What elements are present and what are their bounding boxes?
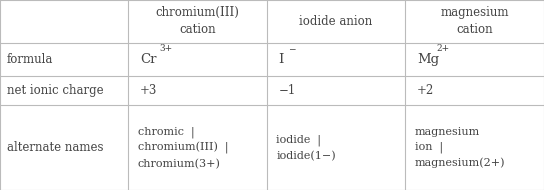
- Text: iodide anion: iodide anion: [299, 15, 373, 28]
- Text: 2+: 2+: [437, 44, 450, 53]
- Text: +2: +2: [417, 84, 435, 97]
- Text: −: −: [288, 44, 296, 53]
- Text: +3: +3: [140, 84, 157, 97]
- Text: 3+: 3+: [159, 44, 172, 53]
- Text: magnesium
ion  |
magnesium(2+): magnesium ion | magnesium(2+): [415, 127, 505, 168]
- Text: chromium(III)
cation: chromium(III) cation: [155, 6, 239, 36]
- Text: iodide  |
iodide(1−): iodide | iodide(1−): [276, 135, 336, 161]
- Text: net ionic charge: net ionic charge: [7, 84, 103, 97]
- Text: I: I: [279, 53, 284, 66]
- Text: Mg: Mg: [417, 53, 440, 66]
- Text: formula: formula: [7, 53, 53, 66]
- Text: Cr: Cr: [140, 53, 156, 66]
- Text: −1: −1: [279, 84, 296, 97]
- Text: chromic  |
chromium(III)  |
chromium(3+): chromic | chromium(III) | chromium(3+): [138, 126, 228, 169]
- Text: magnesium
cation: magnesium cation: [441, 6, 509, 36]
- Text: alternate names: alternate names: [7, 141, 103, 154]
